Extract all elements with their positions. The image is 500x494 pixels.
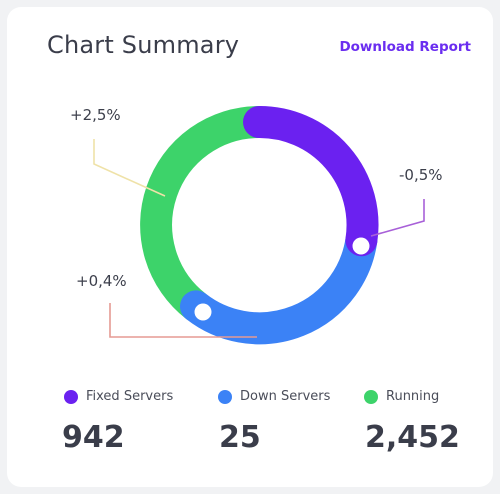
callout-minus-0-5: -0,5%	[399, 166, 443, 184]
callout-plus-2-5: +2,5%	[70, 106, 121, 124]
legend-item-fixed-servers: Fixed Servers	[64, 389, 173, 404]
donut-segment-running	[140, 106, 275, 323]
legend-label-running: Running	[386, 389, 440, 404]
segment-marker-down	[194, 303, 212, 321]
legend-label-fixed-servers: Fixed Servers	[86, 389, 174, 404]
callout-leader-plus-2-5	[93, 139, 166, 197]
chart-summary-card	[7, 7, 493, 487]
legend-item-down-servers: Down Servers	[218, 389, 330, 404]
segment-marker-fixed	[352, 237, 370, 255]
legend-label-down-servers: Down Servers	[240, 389, 331, 404]
donut-segment-down-servers	[180, 224, 378, 345]
callout-leader-plus-0-4	[109, 303, 257, 338]
page-title: Chart Summary	[47, 31, 240, 59]
callout-plus-0-4: +0,4%	[76, 272, 127, 290]
value-running: 2,452	[365, 420, 460, 455]
value-down-servers: 25	[219, 420, 261, 455]
download-report-link[interactable]: Download Report	[339, 39, 471, 55]
value-fixed-servers: 942	[62, 420, 125, 455]
legend-dot-running	[364, 389, 378, 404]
legend-dot-down-servers	[218, 389, 232, 404]
legend-dot-fixed-servers	[64, 389, 78, 404]
legend-item-running: Running	[364, 389, 439, 404]
callout-leader-minus-0-5	[370, 199, 425, 237]
donut-segment-fixed-servers	[243, 105, 379, 257]
